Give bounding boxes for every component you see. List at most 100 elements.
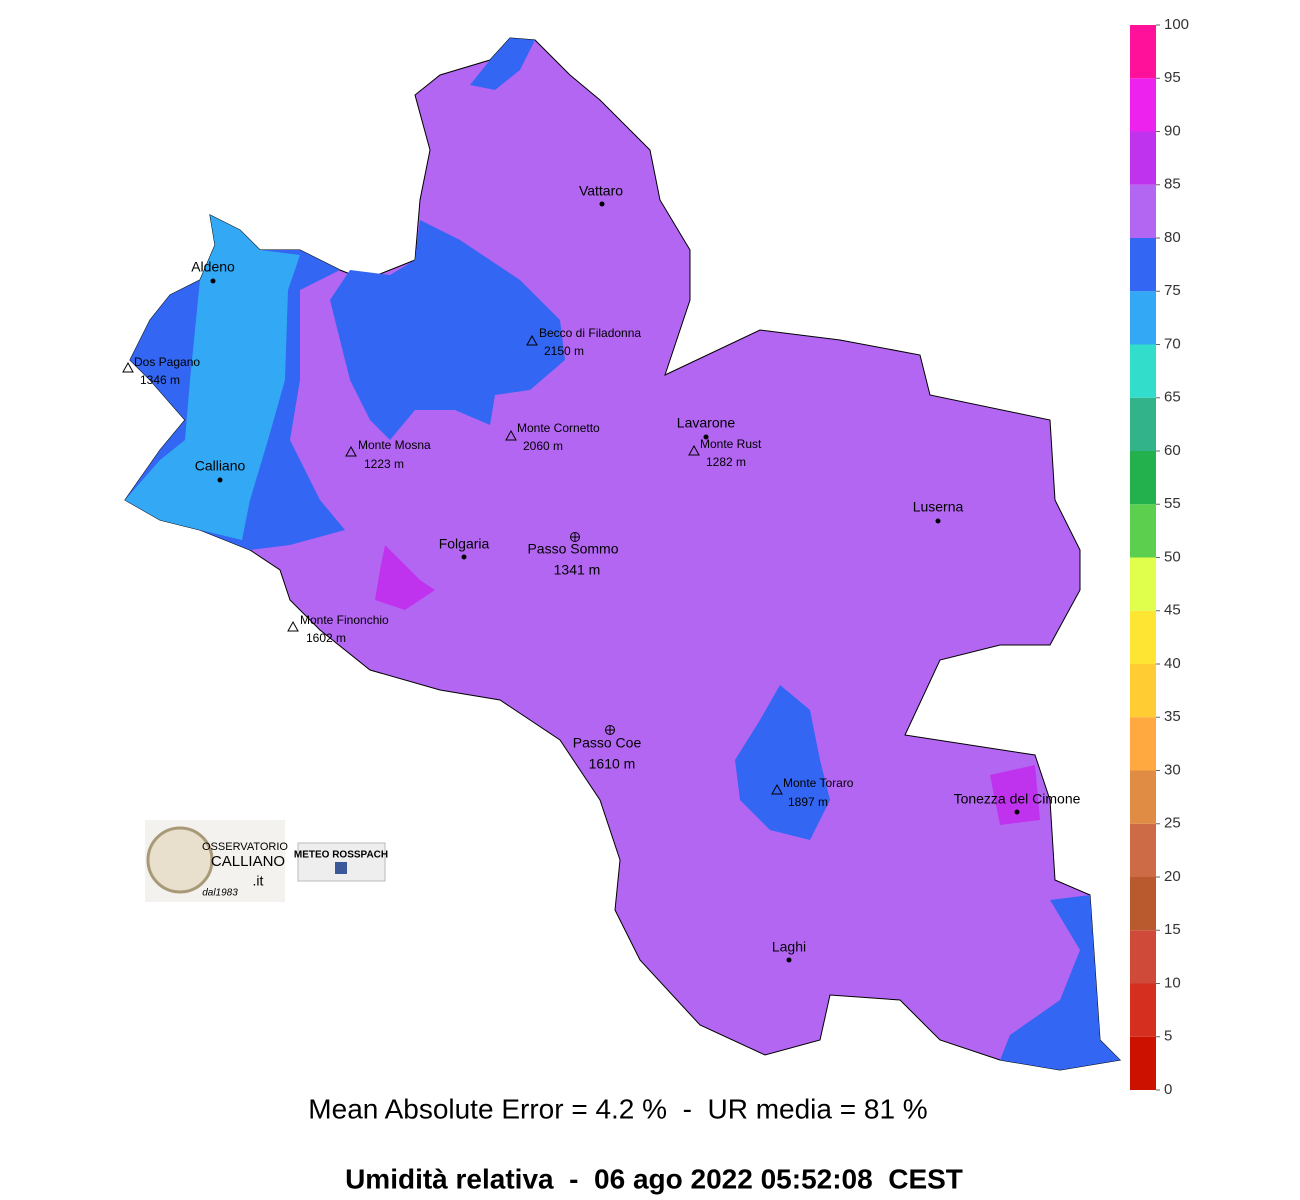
legend-swatch: [1130, 344, 1156, 398]
logo-text: .it: [253, 873, 264, 889]
legend-swatch: [1130, 930, 1156, 984]
peak-label: Monte Cornetto: [517, 421, 600, 435]
logo-text: CALLIANO: [211, 853, 285, 870]
peak-label: Passo Sommo: [527, 541, 618, 557]
legend-swatch: [1130, 983, 1156, 1037]
legend-tick-label: 25: [1164, 815, 1181, 832]
place-dot: [703, 434, 709, 440]
place-label: Tonezza del Cimone: [954, 791, 1081, 807]
zone-75-80: [735, 685, 830, 840]
legend-swatch: [1130, 557, 1156, 611]
legend-swatch: [1130, 877, 1156, 931]
zone-75-80: [470, 38, 535, 90]
elevation-label: 1341 m: [554, 562, 601, 578]
legend-swatch: [1130, 823, 1156, 877]
peak-label: Becco di Filadonna: [539, 326, 641, 340]
logo-meteo: METEO ROSSPACH: [294, 842, 388, 882]
legend-tick-label: 80: [1164, 229, 1181, 246]
place-dot: [935, 518, 941, 524]
legend-tick-label: 40: [1164, 655, 1181, 672]
elevation-label: 1610 m: [589, 756, 636, 772]
place-dot: [461, 554, 467, 560]
logo-observatory: OSSERVATORIO CALLIANO .it dal1983: [145, 820, 288, 902]
zone-75-80: [330, 220, 565, 440]
peak-marker: [345, 445, 357, 457]
legend-tick-label: 5: [1164, 1028, 1172, 1045]
place-dot: [217, 477, 223, 483]
legend-tick-label: 65: [1164, 389, 1181, 406]
legend-tick-label: 50: [1164, 548, 1181, 565]
legend-tick-label: 85: [1164, 176, 1181, 193]
elevation-label: 1346 m: [140, 373, 180, 387]
legend-tick-label: 0: [1164, 1081, 1172, 1098]
legend-tick-label: 95: [1164, 69, 1181, 86]
legend-tick-label: 45: [1164, 602, 1181, 619]
legend-tick-label: 70: [1164, 335, 1181, 352]
place-label: Calliano: [195, 458, 246, 474]
legend-swatch: [1130, 504, 1156, 558]
legend-tick-label: 15: [1164, 921, 1181, 938]
legend-tick-label: 35: [1164, 708, 1181, 725]
place-label: Folgaria: [439, 536, 490, 552]
peak-label: Dos Pagano: [134, 355, 200, 369]
elevation-label: 2060 m: [523, 439, 563, 453]
logo-text: METEO ROSSPACH: [294, 850, 388, 861]
peak-label: Monte Mosna: [358, 438, 431, 452]
legend-swatch: [1130, 770, 1156, 824]
peak-label: Passo Coe: [573, 735, 642, 751]
elevation-label: 1282 m: [706, 455, 746, 469]
logo-text: OSSERVATORIO: [202, 841, 288, 853]
legend-tick-label: 60: [1164, 442, 1181, 459]
peak-label: Monte Rust: [700, 437, 762, 451]
region: [124, 37, 1122, 1071]
place-dot: [786, 957, 792, 963]
legend-swatch: [1130, 1036, 1156, 1090]
pass-marker: [570, 532, 580, 542]
legend-swatch: [1130, 397, 1156, 451]
peak-marker: [287, 620, 299, 632]
place-label: Vattaro: [579, 183, 623, 199]
elevation-label: 1897 m: [788, 795, 828, 809]
legend-tick-label: 75: [1164, 282, 1181, 299]
zone-70-75: [125, 215, 300, 540]
legend-tick-label: 20: [1164, 868, 1181, 885]
place-dot: [210, 278, 216, 284]
place-label: Aldeno: [191, 259, 235, 275]
elevation-label: 1602 m: [306, 631, 346, 645]
legend-tick-label: 30: [1164, 761, 1181, 778]
color-legend: 0 5 10 15 20 25 30 35 40 45 50 55 60 65 70 75 80 85 90 95 10…: [1130, 16, 1189, 1098]
legend-swatch: [1130, 78, 1156, 132]
legend-swatch: [1130, 664, 1156, 718]
zone-85-90: [990, 765, 1040, 825]
pass-marker: [605, 725, 615, 735]
logo-emblem: [146, 826, 214, 894]
place-label: Laghi: [772, 939, 806, 955]
legend-swatch: [1130, 717, 1156, 771]
peak-marker: [771, 783, 783, 795]
peak-marker: [122, 361, 134, 373]
peak-label: Monte Toraro: [783, 776, 854, 790]
legend-swatch: [1130, 131, 1156, 185]
legend-tick-label: 10: [1164, 974, 1181, 991]
legend-swatch: [1130, 25, 1156, 79]
legend-tick-label: 100: [1164, 16, 1189, 33]
stats: Mean Absolute Error = 4.2 % - UR media =…: [308, 1093, 927, 1124]
place-dot: [1014, 809, 1020, 815]
elevation-label: 1223 m: [364, 457, 404, 471]
elevation-label: 2150 m: [544, 344, 584, 358]
legend-swatch: [1130, 291, 1156, 345]
legend-tick-label: 55: [1164, 495, 1181, 512]
peak-marker: [526, 334, 538, 346]
peak-marker: [505, 429, 517, 441]
logo-text: dal1983: [202, 888, 238, 899]
title: Umidità relativa - 06 ago 2022 05:52:08 …: [345, 1163, 963, 1194]
peak-label: Monte Finonchio: [300, 613, 389, 627]
peak-marker: [688, 444, 700, 456]
legend-swatch: [1130, 451, 1156, 505]
legend-swatch: [1130, 238, 1156, 292]
logo-icon: [335, 862, 347, 874]
legend-swatch: [1130, 610, 1156, 664]
place-label: Lavarone: [677, 415, 736, 431]
